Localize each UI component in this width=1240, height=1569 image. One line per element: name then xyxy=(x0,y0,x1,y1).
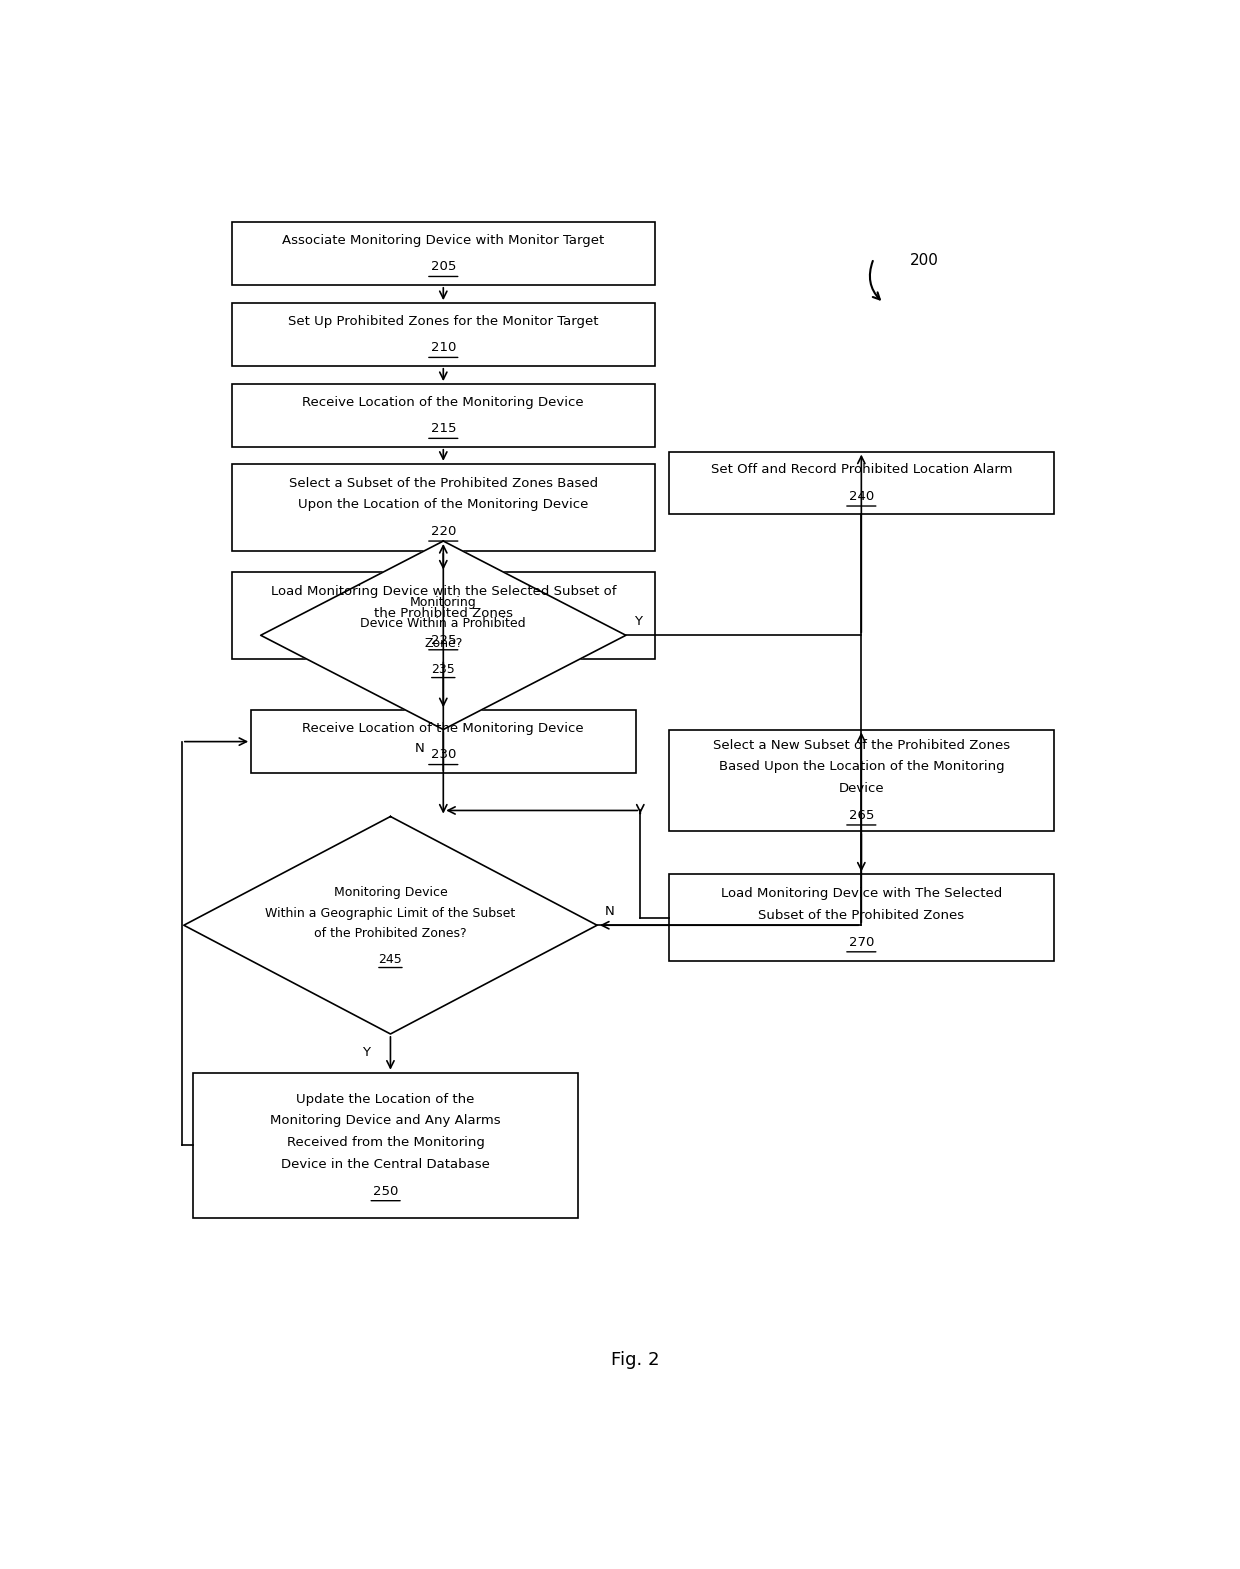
Text: Receive Location of the Monitoring Device: Receive Location of the Monitoring Devic… xyxy=(303,395,584,408)
Text: 220: 220 xyxy=(430,526,456,538)
Text: 210: 210 xyxy=(430,340,456,355)
Text: 270: 270 xyxy=(848,935,874,949)
Text: 245: 245 xyxy=(378,952,402,965)
Text: Associate Monitoring Device with Monitor Target: Associate Monitoring Device with Monitor… xyxy=(283,234,604,246)
Text: 200: 200 xyxy=(909,253,939,268)
Text: Monitoring Device and Any Alarms: Monitoring Device and Any Alarms xyxy=(270,1114,501,1128)
Text: Device in the Central Database: Device in the Central Database xyxy=(281,1158,490,1170)
Polygon shape xyxy=(260,541,626,730)
Text: Fig. 2: Fig. 2 xyxy=(611,1351,660,1370)
Text: Monitoring Device: Monitoring Device xyxy=(334,886,448,899)
Text: Update the Location of the: Update the Location of the xyxy=(296,1092,475,1106)
Text: N: N xyxy=(605,905,615,918)
Text: 215: 215 xyxy=(430,422,456,435)
Text: 265: 265 xyxy=(848,808,874,822)
Text: Within a Geographic Limit of the Subset: Within a Geographic Limit of the Subset xyxy=(265,907,516,919)
Text: Y: Y xyxy=(362,1047,371,1059)
Text: 205: 205 xyxy=(430,260,456,273)
Text: 250: 250 xyxy=(373,1185,398,1197)
Text: Load Monitoring Device with The Selected: Load Monitoring Device with The Selected xyxy=(720,888,1002,901)
Text: Load Monitoring Device with the Selected Subset of: Load Monitoring Device with the Selected… xyxy=(270,585,616,598)
Text: Monitoring: Monitoring xyxy=(410,596,476,609)
FancyBboxPatch shape xyxy=(232,464,655,551)
Text: Y: Y xyxy=(634,615,641,628)
Text: N: N xyxy=(414,742,424,755)
Text: the Prohibited Zones: the Prohibited Zones xyxy=(373,607,513,620)
Polygon shape xyxy=(184,816,596,1034)
Text: Select a Subset of the Prohibited Zones Based: Select a Subset of the Prohibited Zones … xyxy=(289,477,598,490)
FancyBboxPatch shape xyxy=(670,730,1054,832)
FancyBboxPatch shape xyxy=(232,223,655,286)
Text: Receive Location of the Monitoring Device: Receive Location of the Monitoring Devic… xyxy=(303,722,584,734)
Text: 230: 230 xyxy=(430,748,456,761)
Text: Zone?: Zone? xyxy=(424,637,463,650)
Text: of the Prohibited Zones?: of the Prohibited Zones? xyxy=(314,927,466,940)
Text: Device Within a Prohibited: Device Within a Prohibited xyxy=(361,617,526,629)
Text: 235: 235 xyxy=(432,662,455,676)
FancyBboxPatch shape xyxy=(232,384,655,447)
Text: Subset of the Prohibited Zones: Subset of the Prohibited Zones xyxy=(759,908,965,923)
FancyBboxPatch shape xyxy=(232,573,655,659)
FancyBboxPatch shape xyxy=(250,711,635,774)
FancyBboxPatch shape xyxy=(232,303,655,366)
Text: Received from the Monitoring: Received from the Monitoring xyxy=(286,1136,485,1149)
Text: Set Off and Record Prohibited Location Alarm: Set Off and Record Prohibited Location A… xyxy=(711,463,1012,477)
FancyBboxPatch shape xyxy=(670,874,1054,962)
Text: Device: Device xyxy=(838,783,884,795)
Text: 225: 225 xyxy=(430,634,456,646)
Text: Upon the Location of the Monitoring Device: Upon the Location of the Monitoring Devi… xyxy=(298,499,589,511)
FancyBboxPatch shape xyxy=(670,452,1054,515)
Text: Select a New Subset of the Prohibited Zones: Select a New Subset of the Prohibited Zo… xyxy=(713,739,1009,752)
Text: 240: 240 xyxy=(848,490,874,502)
Text: Based Upon the Location of the Monitoring: Based Upon the Location of the Monitorin… xyxy=(718,761,1004,774)
FancyBboxPatch shape xyxy=(193,1073,578,1218)
Text: Set Up Prohibited Zones for the Monitor Target: Set Up Prohibited Zones for the Monitor … xyxy=(288,315,599,328)
